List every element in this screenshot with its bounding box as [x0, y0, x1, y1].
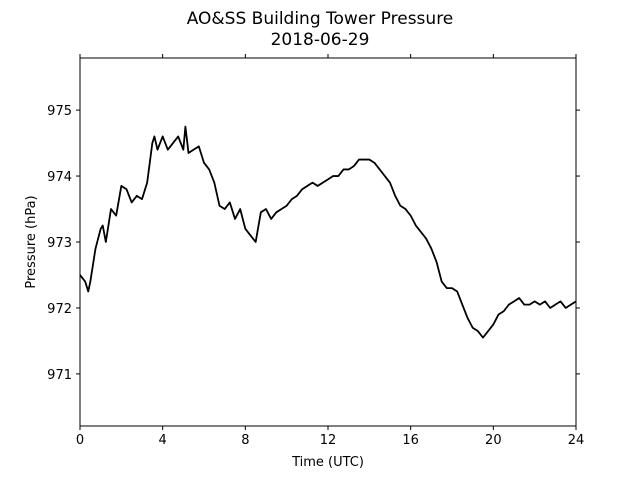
y-tick-label: 972 — [47, 302, 72, 317]
y-tick-label: 975 — [47, 104, 72, 119]
chart-title: AO&SS Building Tower Pressure — [187, 9, 454, 29]
x-tick-label: 20 — [485, 433, 502, 448]
x-tick-label: 0 — [76, 433, 84, 448]
y-tick-label: 974 — [47, 170, 72, 185]
pressure-line — [79, 125, 577, 339]
chart-subtitle: 2018-06-29 — [271, 30, 370, 50]
x-tick-label: 24 — [568, 433, 585, 448]
y-tick-label: 973 — [47, 236, 72, 251]
y-axis-label: Pressure (hPa) — [24, 195, 39, 288]
plot-frame — [79, 57, 577, 427]
y-tick-label: 971 — [47, 368, 72, 383]
x-axis-label: Time (UTC) — [291, 455, 364, 470]
x-tick-label: 4 — [159, 433, 167, 448]
x-tick-label: 12 — [320, 433, 337, 448]
x-tick-label: 8 — [241, 433, 249, 448]
x-tick-label: 16 — [402, 433, 419, 448]
